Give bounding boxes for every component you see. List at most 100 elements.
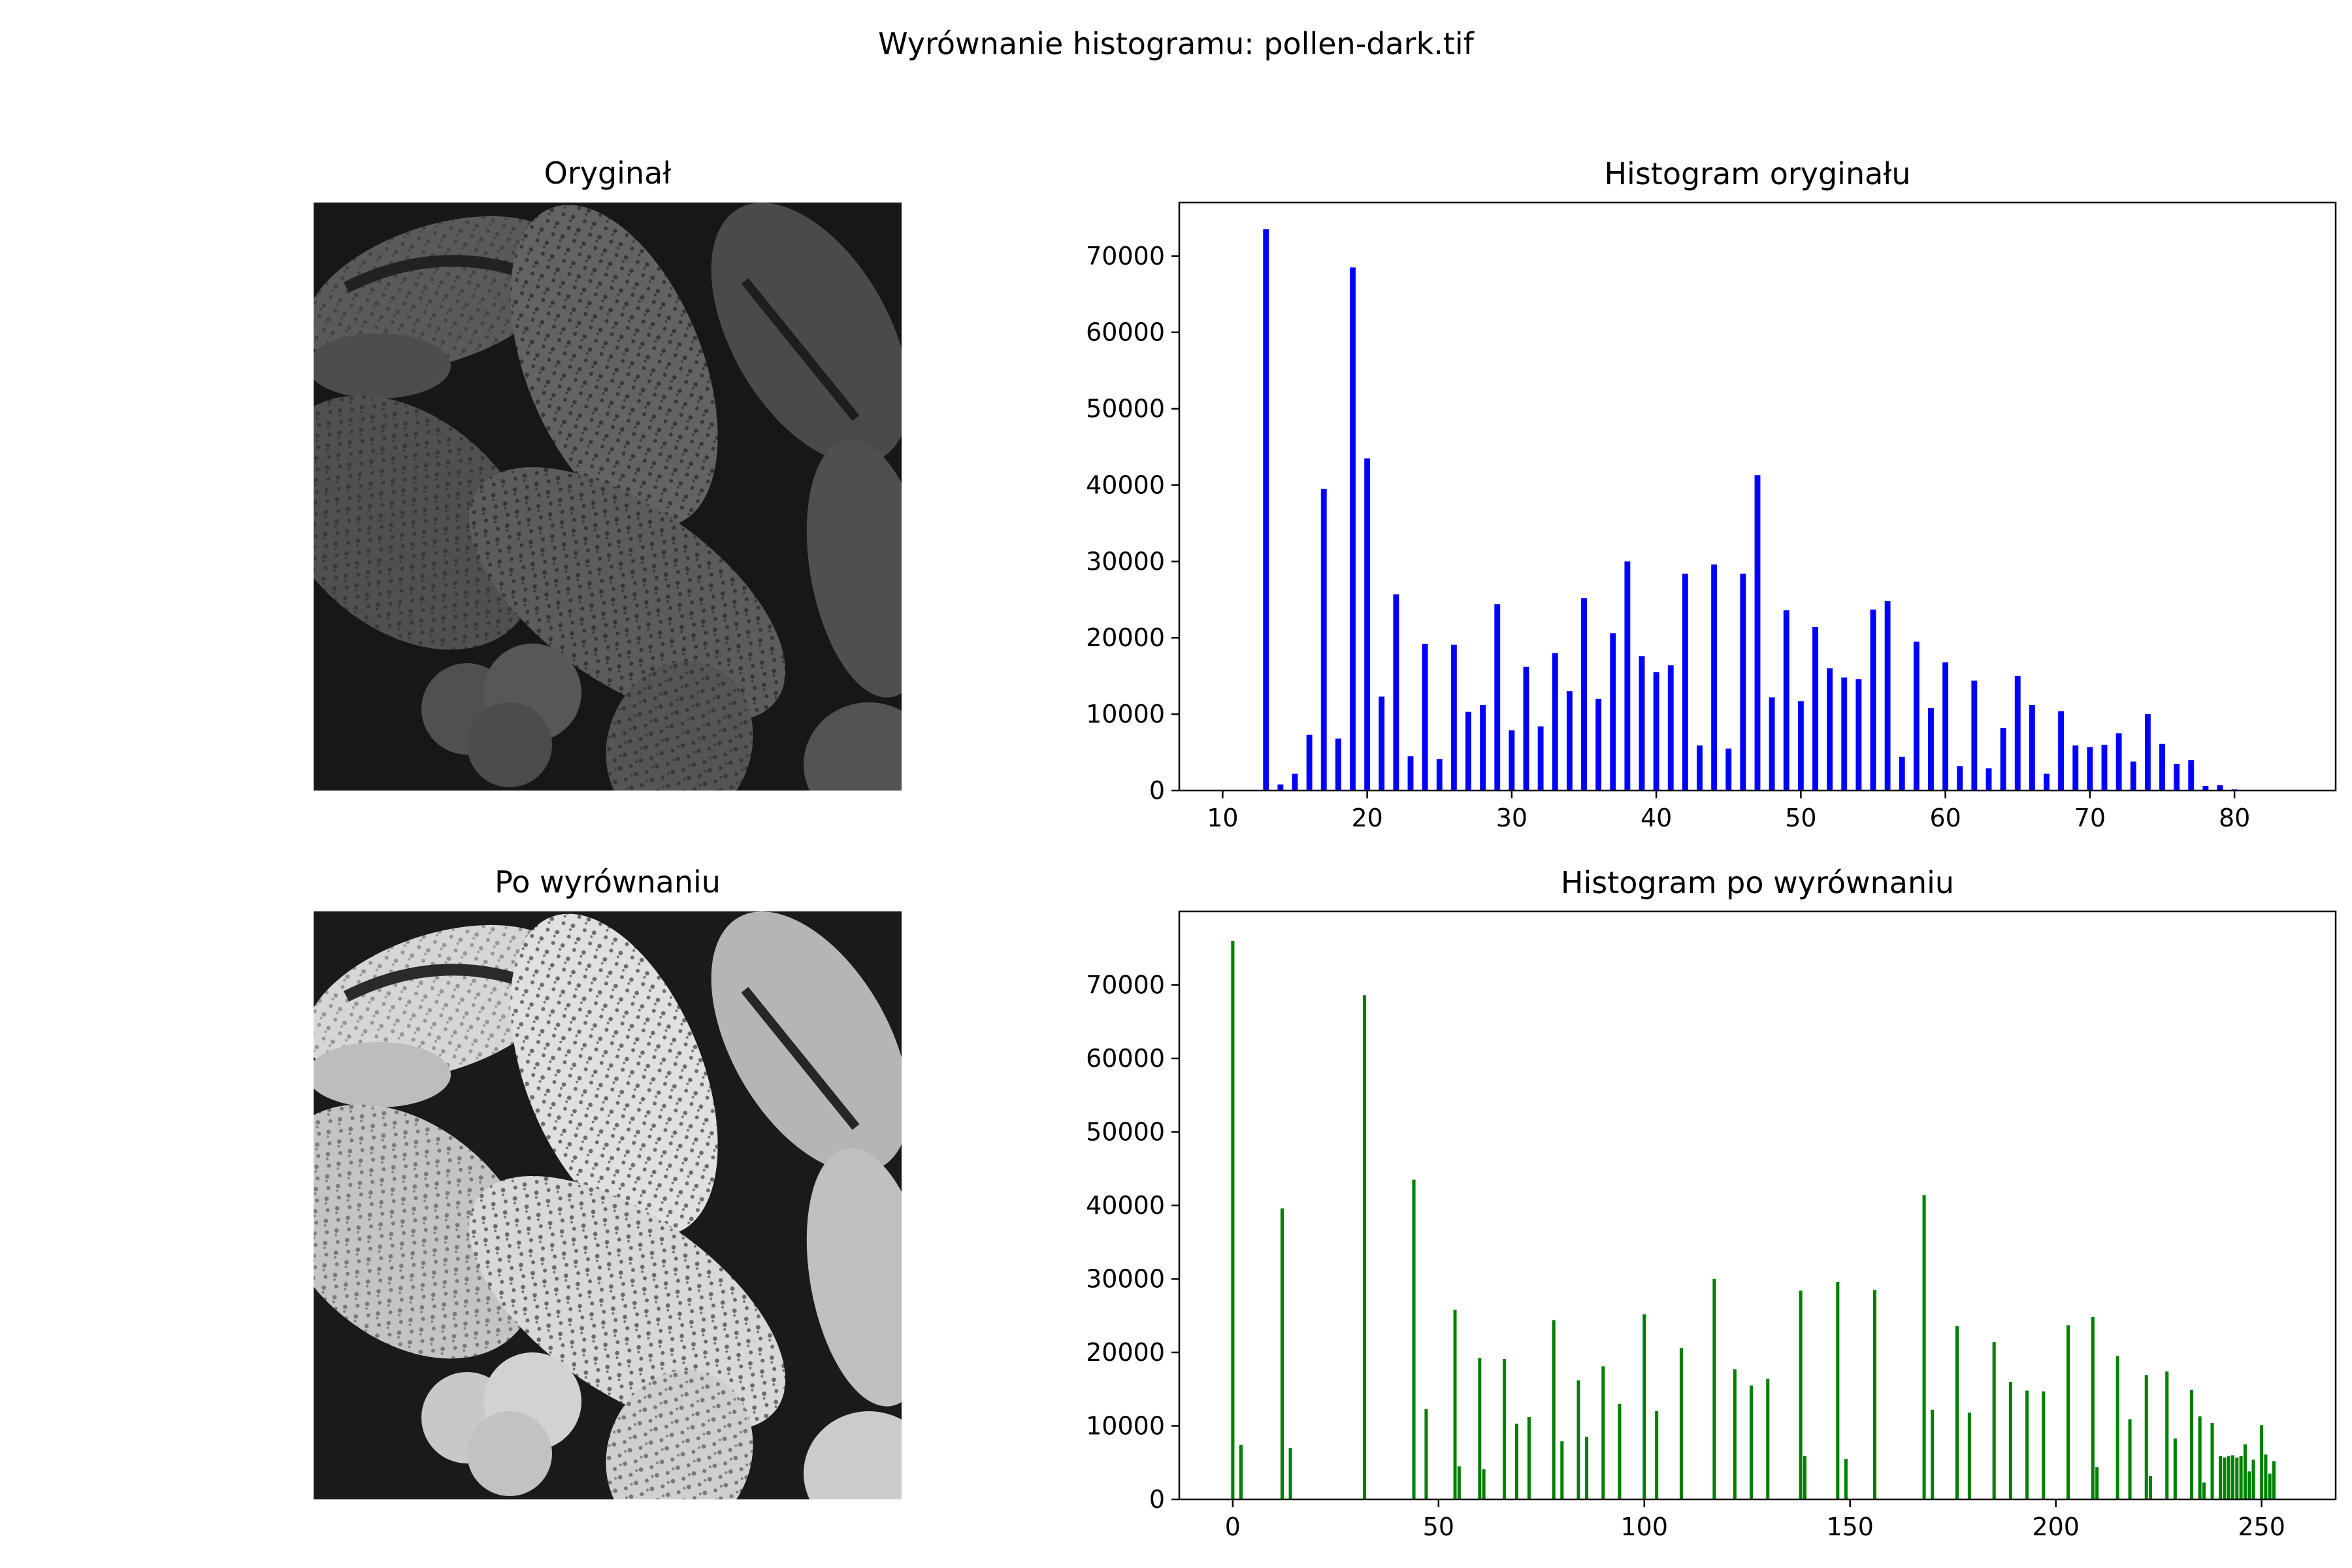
histogram-bar xyxy=(1985,768,1992,791)
histogram-bar xyxy=(1803,1456,1806,1499)
histogram-bar xyxy=(2264,1454,2268,1499)
histogram-bar xyxy=(2159,743,2165,791)
x-tick-label: 250 xyxy=(2238,1512,2285,1541)
axes-frame xyxy=(1178,910,2337,1501)
histogram-bar xyxy=(1482,1469,1486,1499)
histogram-bar xyxy=(1552,1320,1556,1499)
histogram-bar xyxy=(2239,1456,2243,1499)
histogram-bar xyxy=(1523,666,1529,791)
histogram-bar xyxy=(1942,662,1949,791)
histogram-bar xyxy=(1931,1409,1935,1499)
histogram-bar xyxy=(2223,1457,2227,1499)
histogram-bar xyxy=(1393,594,1399,791)
histogram-bar xyxy=(1263,229,1269,791)
histogram-bar xyxy=(1754,475,1761,791)
histogram-bar xyxy=(2219,1456,2223,1499)
figure-title: Wyrównanie histogramu: pollen-dark.tif xyxy=(878,26,1474,61)
histogram-bar xyxy=(1841,678,1848,791)
histogram-bar xyxy=(2058,711,2065,791)
histogram-bar xyxy=(1576,1380,1580,1499)
x-tick-label: 100 xyxy=(1621,1512,1669,1541)
y-tick-label: 60000 xyxy=(1086,1044,1165,1073)
histogram-bar xyxy=(1277,784,1284,791)
histogram-bar xyxy=(1639,656,1645,791)
histogram-bar xyxy=(2268,1473,2272,1499)
histogram-bar xyxy=(1280,1208,1284,1499)
x-tick-label: 40 xyxy=(1641,804,1672,832)
histogram-bar xyxy=(2202,785,2209,791)
histogram-bar xyxy=(1679,1348,1683,1499)
histogram-bar xyxy=(2217,785,2223,791)
y-tick-label: 0 xyxy=(1149,776,1165,805)
histogram-bar xyxy=(1913,642,1919,791)
histogram-bar xyxy=(1667,665,1674,791)
y-tick-label: 20000 xyxy=(1086,1338,1165,1367)
histogram-bar xyxy=(2130,761,2136,791)
x-tick-label: 0 xyxy=(1225,1512,1241,1541)
histogram-bar xyxy=(2014,676,2021,791)
histogram-bar xyxy=(1957,766,1963,791)
y-tick-label: 30000 xyxy=(1086,547,1165,576)
histogram-bar xyxy=(1514,1424,1519,1499)
original-image-title: Oryginał xyxy=(544,155,672,191)
histogram-bar xyxy=(2165,1371,2169,1499)
histogram-bar xyxy=(2128,1419,2132,1499)
histogram-bar xyxy=(2087,747,2093,791)
histogram-bar xyxy=(2025,1390,2029,1499)
histogram-bar xyxy=(1992,1342,1996,1499)
histogram-bar xyxy=(1581,598,1587,791)
y-tick-label: 50000 xyxy=(1086,395,1165,423)
histogram-bar xyxy=(1711,564,1718,791)
histogram-bar xyxy=(1503,1359,1507,1499)
y-tick-label: 0 xyxy=(1149,1485,1165,1514)
histogram-bar xyxy=(1928,708,1934,791)
y-tick-label: 40000 xyxy=(1086,1191,1165,1220)
histogram-bar xyxy=(2235,1457,2239,1499)
histogram-bar xyxy=(1320,489,1327,791)
x-tick-label: 20 xyxy=(1351,804,1382,832)
histogram-bar xyxy=(2231,1455,2235,1499)
y-tick-label: 50000 xyxy=(1086,1118,1165,1147)
histogram-bar xyxy=(2044,774,2050,791)
histogram-bar xyxy=(1725,748,1732,791)
histogram-bar xyxy=(2101,744,2108,791)
histogram-bar xyxy=(1478,1358,1482,1499)
histogram-bar xyxy=(1797,701,1804,791)
histogram-bar xyxy=(1653,672,1659,791)
x-tick-label: 30 xyxy=(1496,804,1527,832)
histogram-bar xyxy=(1288,1448,1292,1499)
histogram-bar xyxy=(1844,1459,1848,1499)
histogram-bar xyxy=(1453,1309,1457,1499)
histogram-bar xyxy=(2188,760,2195,791)
histogram-bar xyxy=(2115,733,2122,791)
histogram-bar xyxy=(1436,759,1443,791)
histogram-bar xyxy=(1379,696,1385,791)
x-tick-label: 60 xyxy=(1929,804,1961,832)
y-tick-label: 10000 xyxy=(1086,1412,1165,1441)
histogram-bar xyxy=(1697,745,1703,791)
y-tick-label: 40000 xyxy=(1086,470,1165,499)
histogram-bar xyxy=(1595,698,1602,791)
histogram-bar xyxy=(1509,730,1515,791)
histogram-bar xyxy=(2227,1456,2230,1499)
histogram-bar xyxy=(1682,574,1688,791)
original-image xyxy=(314,203,902,791)
y-tick-label: 20000 xyxy=(1086,623,1165,652)
histogram-bar xyxy=(1855,679,1862,791)
histogram-bar xyxy=(2173,1438,2177,1499)
histogram-bar xyxy=(2149,1476,2153,1499)
histogram-bar xyxy=(1407,756,1414,791)
histogram-bar xyxy=(1827,668,1833,791)
histogram-bar xyxy=(1642,1314,1646,1499)
histogram-bar xyxy=(1618,1403,1622,1499)
histogram-bar xyxy=(2202,1482,2206,1499)
histogram-bar xyxy=(1585,1437,1589,1499)
histogram-bar xyxy=(1480,705,1486,791)
histogram-bar xyxy=(2144,1375,2148,1499)
y-tick-label: 10000 xyxy=(1086,700,1165,728)
histogram-bar xyxy=(2243,1444,2247,1499)
histogram-bar xyxy=(1450,644,1457,791)
histogram-bar xyxy=(1870,609,1876,791)
histogram-bar xyxy=(1239,1445,1243,1499)
